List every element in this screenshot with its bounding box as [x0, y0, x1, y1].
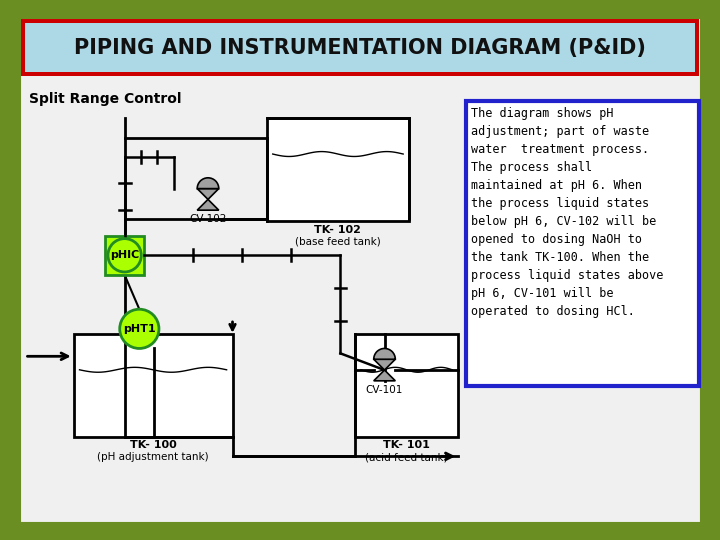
Polygon shape [197, 199, 219, 210]
Bar [73, 334, 233, 437]
Text: TK- 102: TK- 102 [315, 225, 361, 235]
Wedge shape [197, 178, 219, 188]
Text: TK- 101: TK- 101 [383, 441, 430, 450]
Wedge shape [374, 348, 395, 359]
Text: CV-101: CV-101 [366, 384, 403, 395]
Bar [355, 334, 458, 437]
Bar [21, 19, 699, 76]
Text: Split Range Control: Split Range Control [29, 91, 181, 105]
Polygon shape [374, 359, 395, 370]
Polygon shape [197, 188, 219, 199]
Text: TK- 100: TK- 100 [130, 441, 176, 450]
Circle shape [108, 239, 141, 272]
Text: (base feed tank): (base feed tank) [295, 237, 381, 246]
Text: pHIC: pHIC [110, 250, 139, 260]
Text: CV-102: CV-102 [189, 214, 227, 224]
Bar [105, 235, 144, 275]
Text: PIPING AND INSTRUMENTATION DIAGRAM (P&ID): PIPING AND INSTRUMENTATION DIAGRAM (P&ID… [74, 38, 646, 58]
Bar [267, 118, 409, 221]
Bar [24, 23, 696, 72]
Circle shape [120, 309, 159, 348]
Text: (pH adjustment tank): (pH adjustment tank) [97, 453, 209, 462]
Polygon shape [374, 370, 395, 381]
Text: The diagram shows pH
adjustment; part of waste
water  treatment process.
The pro: The diagram shows pH adjustment; part of… [471, 107, 663, 318]
Text: (acid feed tank): (acid feed tank) [365, 453, 448, 462]
Text: pHT1: pHT1 [123, 324, 156, 334]
Bar [466, 102, 699, 386]
